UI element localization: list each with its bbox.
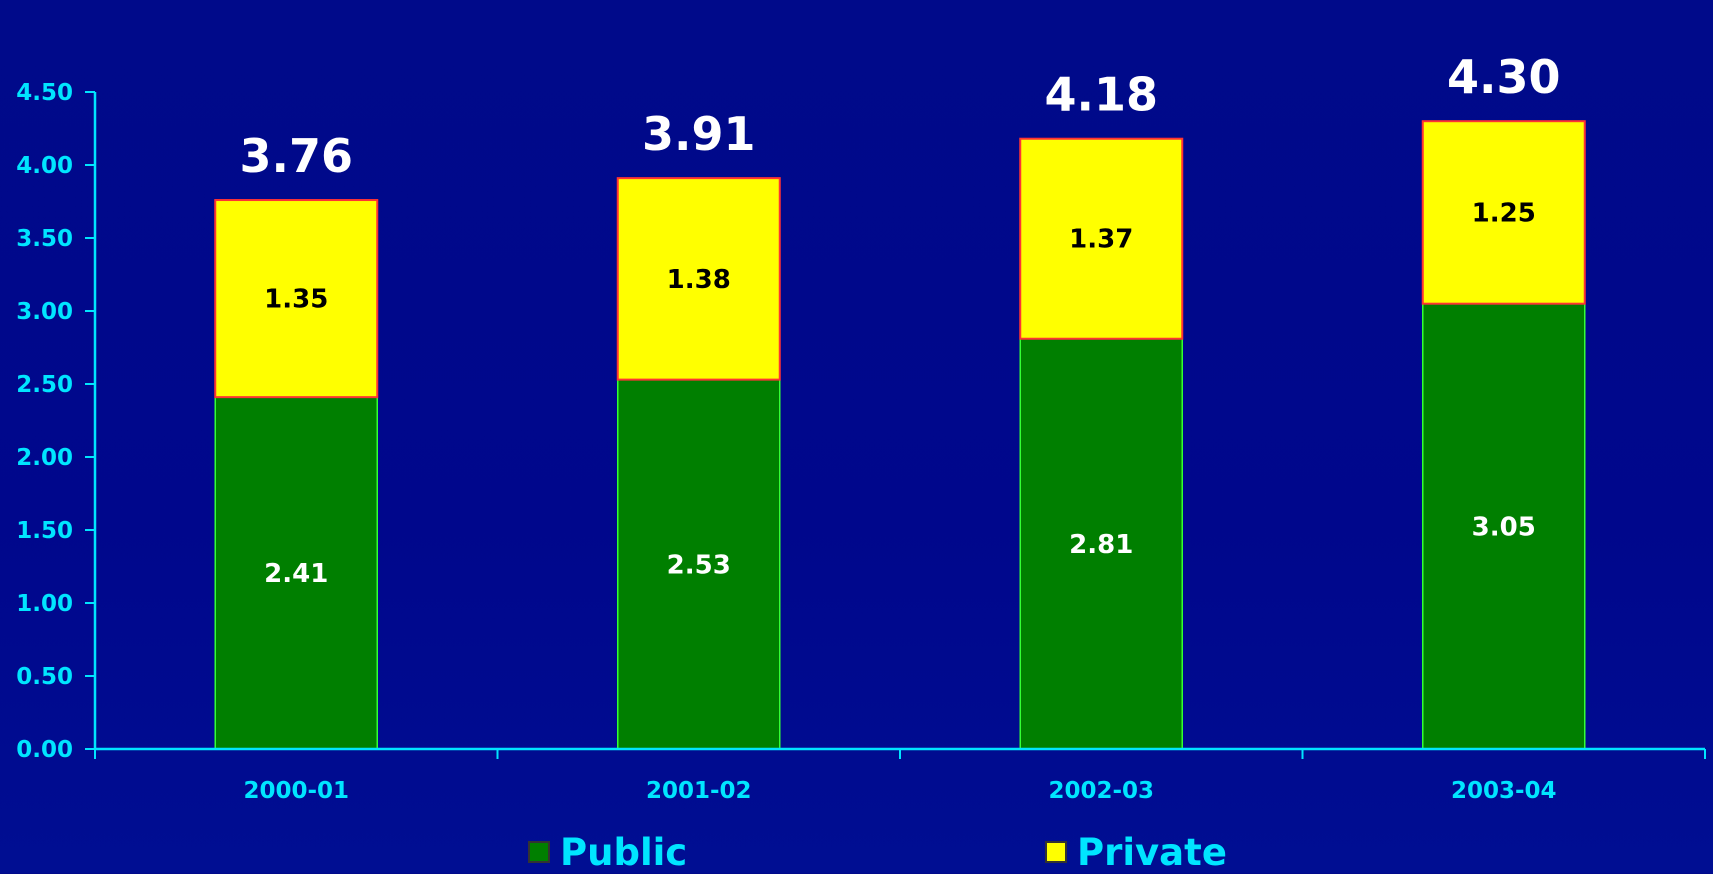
- legend-label-private: Private: [1077, 830, 1227, 874]
- legend-item-private: Private: [1045, 830, 1227, 874]
- y-axis-ticks: 0.00 0.50 1.00 1.50 2.00 2.50 3.00 3.50 4.00 4.50: [16, 80, 95, 763]
- y-tick-label: 1.00: [16, 591, 73, 617]
- y-tick-label: 3.00: [16, 299, 73, 325]
- data-label-private: 1.38: [667, 265, 731, 295]
- y-tick-label: 1.50: [16, 518, 73, 544]
- x-category-label: 2002-03: [1048, 778, 1154, 804]
- data-label-public: 3.05: [1472, 512, 1536, 542]
- y-tick-label: 2.50: [16, 372, 73, 398]
- data-label-public: 2.53: [667, 550, 731, 580]
- bar-labels: 2.41 1.35 3.76 2.53 1.38 3.91 2.81 1.37 4.18 3.05…: [240, 50, 1561, 589]
- y-tick-label: 3.50: [16, 226, 73, 252]
- bar-private: [616, 177, 781, 381]
- legend-item-public: Public: [528, 830, 688, 874]
- x-axis-labels: 2000-01 2001-02 2002-03 2003-04: [243, 778, 1556, 804]
- bars: [214, 120, 1586, 750]
- legend-swatch-private: [1045, 841, 1067, 863]
- data-label-private: 1.37: [1069, 225, 1133, 255]
- bar-private: [214, 199, 379, 399]
- data-label-private: 1.25: [1472, 198, 1536, 228]
- x-category-label: 2001-02: [646, 778, 752, 804]
- x-category-label: 2000-01: [243, 778, 349, 804]
- bar-private: [1019, 137, 1184, 340]
- bar-public: [1422, 302, 1586, 750]
- legend-label-public: Public: [560, 830, 688, 874]
- y-tick-label: 0.50: [16, 664, 73, 690]
- total-label: 3.91: [642, 107, 756, 161]
- bar-private: [1421, 120, 1586, 305]
- legend-swatch-public: [528, 841, 550, 863]
- bar-public: [1019, 337, 1183, 750]
- total-label: 4.30: [1447, 50, 1561, 104]
- y-tick-label: 4.50: [16, 80, 73, 106]
- axes: [93, 92, 1706, 759]
- y-tick-label: 0.00: [16, 737, 73, 763]
- total-label: 4.18: [1045, 68, 1159, 122]
- data-label-private: 1.35: [264, 285, 328, 315]
- x-category-label: 2003-04: [1451, 778, 1557, 804]
- y-tick-label: 2.00: [16, 445, 73, 471]
- data-label-public: 2.81: [1069, 530, 1133, 560]
- data-label-public: 2.41: [264, 559, 328, 589]
- y-tick-label: 4.00: [16, 153, 73, 179]
- total-label: 3.76: [240, 129, 354, 183]
